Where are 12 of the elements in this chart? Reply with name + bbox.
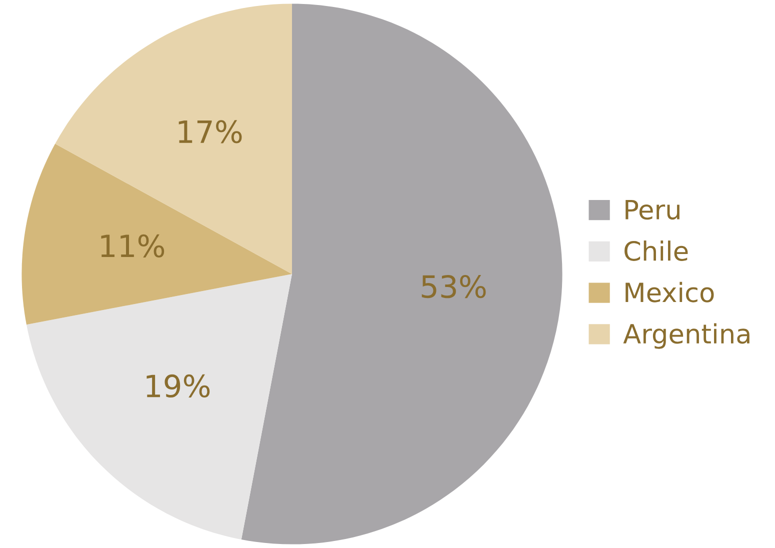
pie-slice — [241, 4, 562, 544]
pie-slice — [26, 274, 292, 540]
pie-slice — [55, 4, 292, 274]
legend-label: Peru — [626, 200, 680, 220]
data-label: 17% — [178, 120, 242, 144]
legend-label: Chile — [624, 240, 688, 261]
data-label: 11% — [101, 234, 164, 258]
data-label: 19% — [146, 374, 210, 398]
data-label: 53% — [422, 275, 486, 298]
pie-slice — [22, 144, 292, 325]
legend-label: Mexico — [626, 282, 714, 302]
legend-label: Argentina — [623, 323, 750, 349]
